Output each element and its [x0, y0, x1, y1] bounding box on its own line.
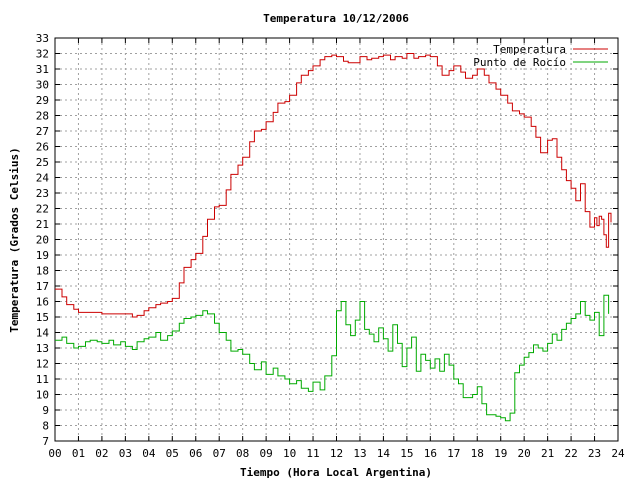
- x-tick-label: 02: [95, 447, 108, 460]
- y-tick-label: 13: [36, 342, 49, 355]
- x-tick-label: 20: [518, 447, 531, 460]
- x-axis-title: Tiempo (Hora Local Argentina): [240, 466, 432, 479]
- x-tick-label: 06: [189, 447, 202, 460]
- y-tick-label: 19: [36, 249, 49, 262]
- x-tick-label: 17: [447, 447, 460, 460]
- x-tick-label: 24: [611, 447, 625, 460]
- y-tick-label: 16: [36, 296, 49, 309]
- x-tick-label: 23: [588, 447, 601, 460]
- x-tick-label: 11: [306, 447, 319, 460]
- y-tick-label: 18: [36, 265, 49, 278]
- y-tick-label: 29: [36, 94, 49, 107]
- x-tick-label: 08: [236, 447, 249, 460]
- x-tick-label: 03: [119, 447, 132, 460]
- x-tick-label: 05: [166, 447, 179, 460]
- y-tick-label: 15: [36, 311, 49, 324]
- x-tick-label: 12: [330, 447, 343, 460]
- series-line-1: [55, 294, 610, 422]
- chart-title: Temperatura 10/12/2006: [263, 12, 409, 25]
- y-tick-label: 9: [42, 404, 49, 417]
- x-tick-label: 21: [541, 447, 554, 460]
- x-tick-label: 22: [564, 447, 577, 460]
- y-tick-label: 28: [36, 110, 49, 123]
- x-tick-label: 15: [400, 447, 413, 460]
- y-tick-label: 32: [36, 48, 49, 61]
- x-tick-label: 16: [424, 447, 437, 460]
- y-tick-label: 27: [36, 125, 49, 138]
- legend-label-1: Punto de Rocío: [473, 56, 566, 69]
- y-tick-label: 8: [42, 420, 49, 433]
- x-tick-label: 04: [142, 447, 156, 460]
- y-tick-label: 12: [36, 358, 49, 371]
- x-tick-label: 19: [494, 447, 507, 460]
- y-tick-label: 25: [36, 156, 49, 169]
- legend-label-0: Temperatura: [493, 43, 566, 56]
- y-tick-label: 11: [36, 373, 49, 386]
- y-tick-label: 17: [36, 280, 49, 293]
- x-tick-label: 14: [377, 447, 391, 460]
- y-tick-label: 14: [36, 327, 50, 340]
- y-tick-label: 31: [36, 63, 49, 76]
- x-tick-label: 09: [260, 447, 273, 460]
- y-tick-label: 33: [36, 32, 49, 45]
- y-tick-label: 7: [42, 435, 49, 448]
- grid-lines: [55, 38, 618, 441]
- y-tick-label: 23: [36, 187, 49, 200]
- x-tick-label: 07: [213, 447, 226, 460]
- x-tick-label: 01: [72, 447, 85, 460]
- x-tick-label: 13: [353, 447, 366, 460]
- x-tick-label: 10: [283, 447, 296, 460]
- y-tick-label: 21: [36, 218, 49, 231]
- series-group: [55, 53, 612, 422]
- y-tick-label: 30: [36, 79, 49, 92]
- y-axis-title: Temperatura (Grados Celsius): [8, 147, 21, 332]
- y-tick-label: 20: [36, 234, 49, 247]
- x-tick-label: 18: [471, 447, 484, 460]
- y-tick-label: 22: [36, 203, 49, 216]
- series-line-0: [55, 53, 612, 318]
- y-tick-label: 24: [36, 172, 50, 185]
- y-tick-label: 26: [36, 141, 49, 154]
- axis-ticks: 7 8 9 10 11 12 13 14 15 16 17 18 19 20 21 22 23 24 25 26 27 2…: [36, 32, 625, 460]
- x-tick-label: 00: [48, 447, 61, 460]
- y-tick-label: 10: [36, 389, 49, 402]
